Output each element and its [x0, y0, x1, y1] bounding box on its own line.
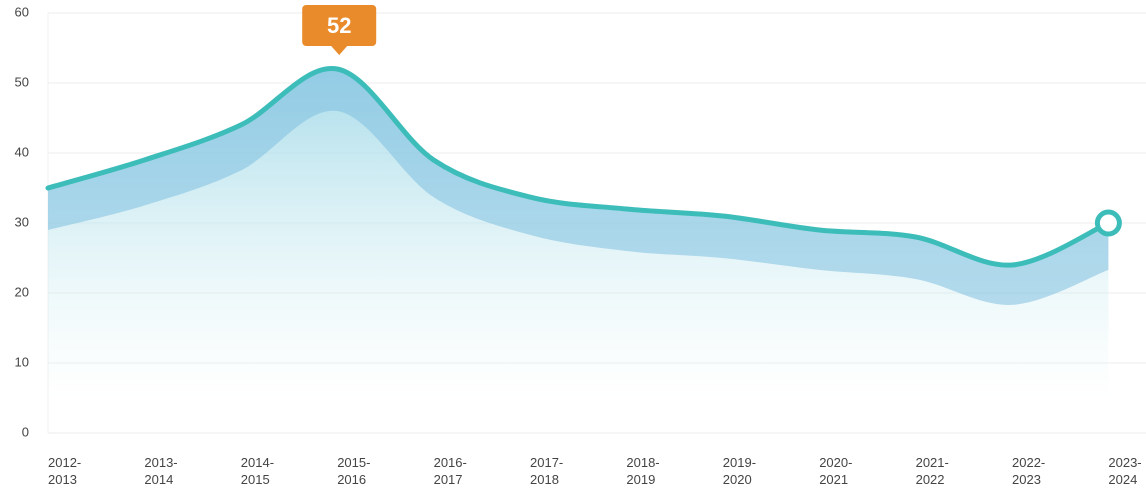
- x-tick-label: 2016-2017: [434, 455, 467, 487]
- tooltip-pointer: [331, 46, 348, 55]
- y-tick-label: 40: [15, 144, 29, 159]
- band: [48, 68, 1109, 305]
- y-tick-label: 60: [15, 4, 29, 19]
- y-tick-label: 50: [15, 74, 29, 89]
- x-tick-label: 2012-2013: [48, 455, 81, 487]
- x-tick-label: 2015-2016: [337, 455, 370, 487]
- y-tick-label: 10: [15, 354, 29, 369]
- y-tick-label: 0: [22, 424, 29, 439]
- y-tick-label: 20: [15, 284, 29, 299]
- x-tick-label: 2019-2020: [723, 455, 756, 487]
- x-tick-label: 2023-2024: [1108, 455, 1141, 487]
- x-tick-label: 2022-2023: [1012, 455, 1045, 487]
- tooltip-box: [302, 5, 377, 46]
- y-tick-label: 30: [15, 214, 29, 229]
- x-tick-label: 2021-2022: [916, 455, 949, 487]
- tooltip-value: 52: [327, 13, 351, 38]
- x-tick-label: 2013-2014: [144, 455, 177, 487]
- x-tick-label: 2017-2018: [530, 455, 563, 487]
- line: [45, 66, 1111, 268]
- x-tick-label: 2018-2019: [626, 455, 659, 487]
- x-tick-label: 2014-2015: [241, 455, 274, 487]
- end-point: [1094, 209, 1122, 237]
- x-tick-label: 2020-2021: [819, 455, 852, 487]
